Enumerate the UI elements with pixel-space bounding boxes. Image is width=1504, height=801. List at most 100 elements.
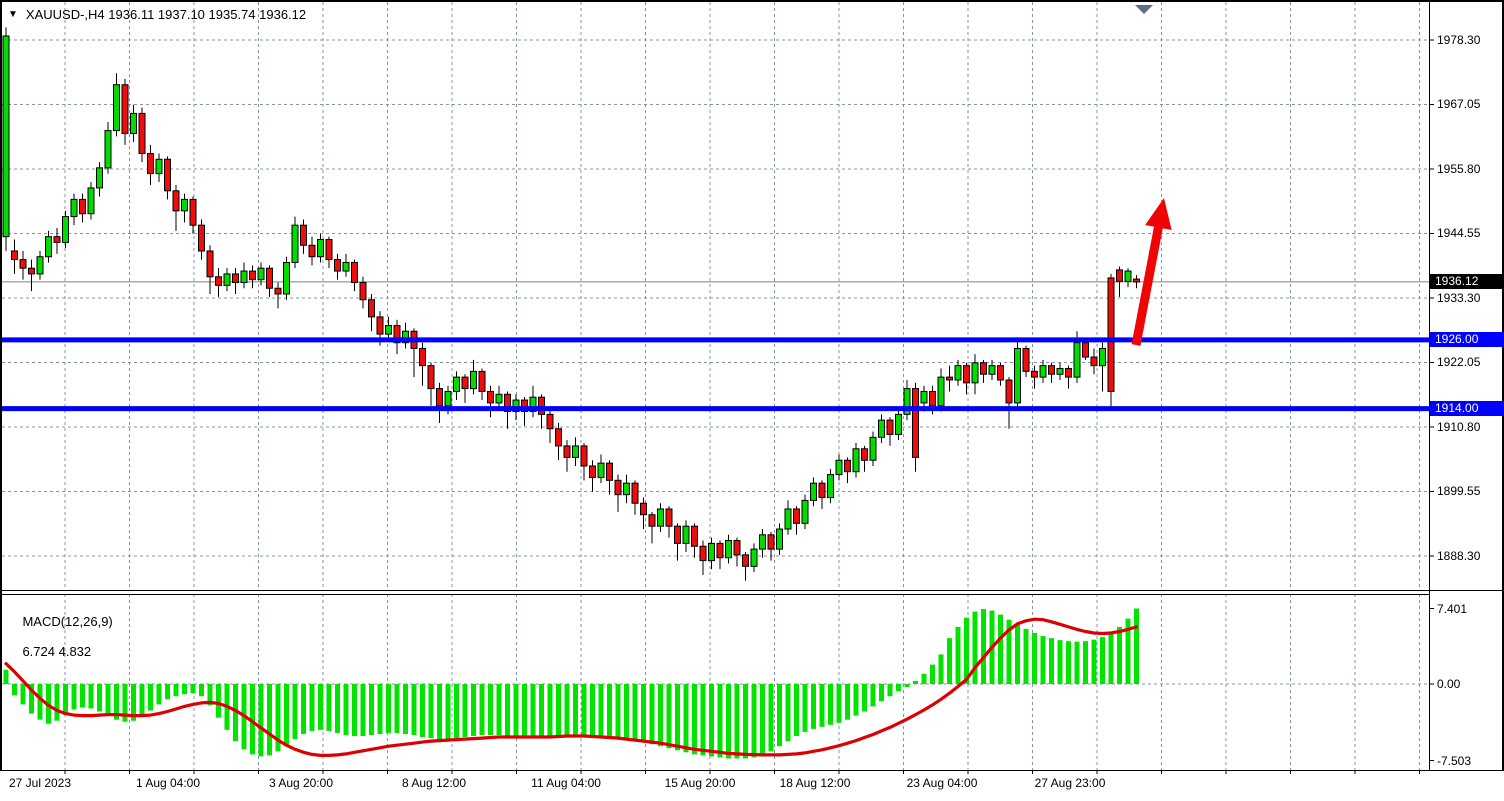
candle-body [470, 370, 477, 390]
candle-body [96, 167, 103, 189]
macd-histogram-bar [794, 684, 799, 737]
macd-histogram-bar [921, 673, 927, 684]
candle-body [716, 542, 724, 559]
candle-body [640, 502, 647, 516]
macd-histogram-bar [649, 684, 655, 745]
macd-histogram-bar [904, 684, 910, 688]
macd-histogram-bar [496, 684, 502, 735]
macd-histogram-bar [139, 684, 145, 717]
candle-body [19, 259, 27, 269]
candle-body [614, 479, 622, 496]
candle-body [181, 198, 188, 212]
macd-histogram-bar [156, 684, 162, 705]
candle-body [997, 365, 1004, 381]
macd-histogram-bar [343, 684, 349, 735]
macd-name: MACD(12,26,9) [22, 614, 113, 629]
candle-body [767, 534, 775, 550]
candle-body [113, 84, 120, 132]
candle-body [759, 534, 766, 550]
candle-body [1133, 278, 1140, 283]
symbol-dropdown-triangle-icon[interactable]: ▼ [8, 9, 18, 20]
macd-histogram-bar [743, 684, 748, 759]
macd-histogram-bar [998, 614, 1003, 684]
macd-histogram-bar [190, 684, 196, 694]
candle-body [427, 365, 435, 390]
candle-body [283, 261, 290, 295]
macd-histogram-bar [760, 684, 765, 756]
macd-histogram-bar [1023, 628, 1029, 684]
price-axis-label: 1955.80 [1437, 161, 1481, 176]
candle-body [708, 542, 715, 562]
macd-histogram-bar [564, 684, 570, 735]
macd-histogram-bar [292, 684, 298, 740]
candle-body [444, 390, 452, 407]
macd-histogram-bar [54, 684, 60, 721]
macd-histogram-bar [1108, 633, 1114, 684]
candle-body [521, 399, 528, 413]
chart-header: ▼ XAUUSD-,H4 1936.11 1937.10 1935.74 193… [8, 7, 306, 22]
macd-histogram-bar [454, 684, 459, 739]
candle-body [529, 396, 537, 413]
candle-body [79, 198, 86, 215]
time-axis-label: 27 Jul 2023 [8, 776, 72, 790]
candle-body [776, 528, 783, 550]
time-axis-label: 23 Aug 04:00 [906, 776, 978, 790]
macd-histogram-bar [700, 684, 706, 756]
macd-histogram-bar [666, 684, 672, 749]
price-axis-label: 1978.30 [1437, 33, 1481, 47]
macd-signal-line [4, 617, 1139, 758]
end-of-data-marker-icon [1135, 5, 1153, 14]
macd-histogram-bar [148, 684, 153, 711]
candle-body [912, 388, 919, 458]
macd-histogram-bar [1057, 640, 1063, 684]
candle-body [36, 256, 44, 275]
candle-body [70, 198, 78, 218]
candle-body [147, 153, 154, 175]
candle-body [104, 130, 112, 169]
macd-histogram-bar [598, 684, 604, 739]
candle-body [827, 474, 834, 499]
macd-histogram-bar [369, 684, 374, 735]
macd-histogram-bar [513, 684, 519, 738]
macd-histogram-bar [1091, 639, 1097, 684]
macd-histogram-bar [20, 684, 26, 705]
time-axis-label: 27 Aug 23:00 [1034, 776, 1106, 790]
macd-histogram-bar [37, 684, 43, 720]
candle-body [257, 267, 265, 281]
ohlc-quote-label: 1936.11 1937.10 1935.74 1936.12 [108, 7, 307, 22]
candle-body [368, 299, 375, 318]
macd-histogram-bar [811, 684, 816, 729]
symbol-timeframe-label: XAUUSD-,H4 [25, 7, 105, 22]
macd-histogram-bar [607, 684, 612, 740]
candle-body [1022, 347, 1030, 372]
candle-body [818, 482, 826, 499]
candle-body [903, 388, 911, 415]
candle-body [45, 236, 52, 258]
macd-values: 6.724 4.832 [22, 644, 92, 659]
candle-body [130, 112, 137, 134]
resistance-level-badge[interactable]: 1926.00 [1430, 332, 1504, 348]
macd-histogram-bar [547, 684, 553, 737]
macd-histogram-bar [717, 684, 723, 758]
candle-body [62, 216, 69, 243]
price-axis-label: 1967.05 [1437, 97, 1481, 112]
candle-body [325, 239, 333, 261]
macd-histogram-bar [836, 684, 842, 723]
macd-histogram-bar [360, 684, 366, 737]
macd-histogram-bar [462, 684, 468, 738]
candle-body [793, 508, 800, 524]
macd-histogram-bar [981, 609, 986, 684]
macd-histogram-bar [590, 684, 595, 739]
candle-body [402, 330, 409, 344]
macd-histogram-bar [122, 684, 128, 722]
macd-histogram-bar [751, 684, 757, 758]
candle-body [206, 250, 214, 278]
macd-histogram-bar [819, 684, 825, 727]
candle-body [223, 273, 231, 286]
candle-body [835, 459, 843, 476]
support-level-badge[interactable]: 1914.00 [1430, 401, 1504, 417]
macd-histogram-bar [556, 684, 561, 735]
candle-body [946, 376, 953, 381]
candle-body [988, 365, 996, 375]
